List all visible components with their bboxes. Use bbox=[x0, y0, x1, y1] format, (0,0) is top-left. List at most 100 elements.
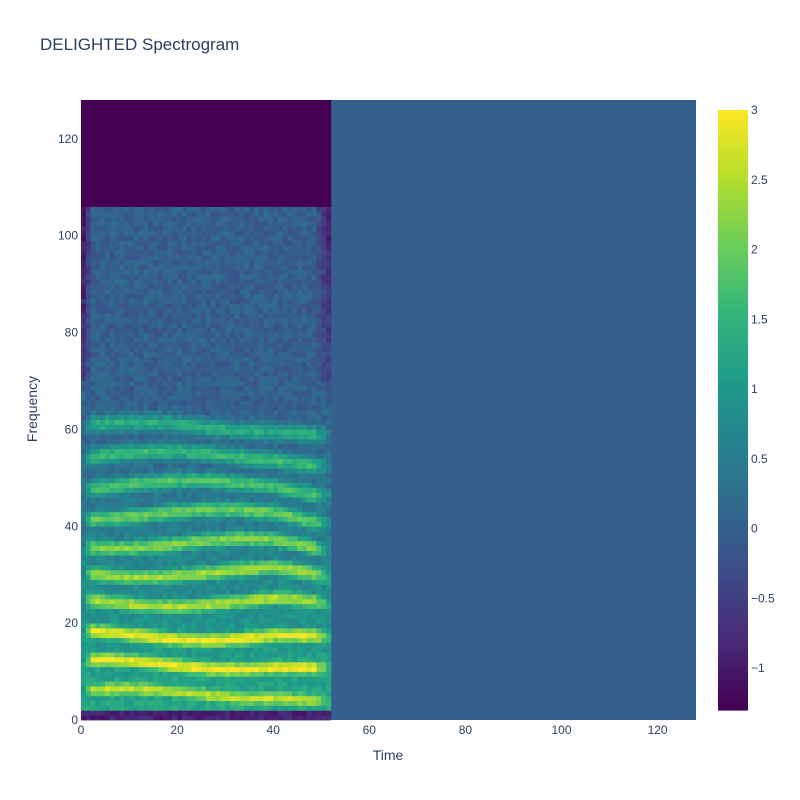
heatmap-cell bbox=[85, 216, 91, 222]
heatmap-cell bbox=[229, 700, 236, 706]
heatmap-cell bbox=[133, 555, 140, 561]
heatmap-cell bbox=[109, 153, 116, 159]
heatmap-cell bbox=[157, 133, 164, 140]
heatmap-cell bbox=[133, 690, 140, 697]
heatmap-cell bbox=[205, 487, 212, 493]
heatmap-cell bbox=[114, 104, 120, 111]
heatmap-cell bbox=[249, 216, 255, 222]
heatmap-cell bbox=[215, 158, 221, 164]
heatmap-cell bbox=[114, 560, 120, 566]
heatmap-cell bbox=[229, 279, 236, 285]
heatmap-cell bbox=[201, 618, 207, 624]
heatmap-cell bbox=[109, 308, 116, 314]
heatmap-cell bbox=[244, 182, 250, 188]
heatmap-cell bbox=[85, 608, 91, 614]
heatmap-cell bbox=[181, 240, 188, 246]
heatmap-cell bbox=[109, 695, 116, 702]
heatmap-cell bbox=[205, 182, 212, 188]
heatmap-cell bbox=[138, 657, 144, 663]
heatmap-cell bbox=[239, 347, 245, 353]
heatmap-cell bbox=[258, 322, 264, 329]
heatmap-cell bbox=[90, 148, 96, 154]
heatmap-cell bbox=[263, 424, 269, 430]
heatmap-cell bbox=[220, 124, 226, 130]
heatmap-cell bbox=[124, 497, 130, 503]
heatmap-cell bbox=[220, 434, 226, 440]
heatmap-cell bbox=[229, 245, 236, 251]
heatmap-cell bbox=[181, 351, 188, 358]
heatmap-cell bbox=[90, 453, 96, 459]
heatmap-cell bbox=[249, 443, 255, 450]
heatmap-cell bbox=[177, 361, 183, 367]
heatmap-cell bbox=[229, 153, 236, 159]
heatmap-cell bbox=[129, 463, 135, 469]
heatmap-cell bbox=[244, 676, 250, 682]
heatmap-cell bbox=[124, 690, 130, 697]
heatmap-cell bbox=[85, 565, 91, 571]
heatmap-cell bbox=[157, 613, 164, 619]
heatmap-cell bbox=[95, 129, 101, 135]
heatmap-cell bbox=[119, 424, 125, 430]
heatmap-cell bbox=[234, 710, 240, 716]
heatmap-cell bbox=[109, 565, 116, 571]
heatmap-cell bbox=[205, 351, 212, 358]
heatmap-cell bbox=[258, 293, 264, 299]
heatmap-cell bbox=[191, 453, 197, 459]
heatmap-cell bbox=[90, 201, 96, 207]
heatmap-cell bbox=[143, 347, 149, 353]
heatmap-cell bbox=[90, 594, 96, 600]
heatmap-cell bbox=[133, 453, 140, 459]
heatmap-cell bbox=[85, 424, 91, 430]
heatmap-cell bbox=[90, 695, 96, 702]
heatmap-cell bbox=[133, 240, 140, 246]
heatmap-cell bbox=[229, 308, 236, 314]
heatmap-cell bbox=[181, 109, 188, 115]
heatmap-cell bbox=[220, 531, 226, 537]
heatmap-cell bbox=[249, 506, 255, 513]
heatmap-cell bbox=[249, 351, 255, 358]
heatmap-cell bbox=[258, 434, 264, 440]
heatmap-cell bbox=[138, 502, 144, 508]
heatmap-cell bbox=[100, 206, 106, 212]
heatmap-cell bbox=[167, 598, 173, 605]
heatmap-cell bbox=[225, 182, 231, 188]
heatmap-cell bbox=[85, 313, 91, 319]
heatmap-cell bbox=[191, 167, 197, 174]
heatmap-cell bbox=[225, 453, 231, 459]
heatmap-cell bbox=[177, 448, 183, 454]
heatmap-cell bbox=[100, 177, 106, 183]
heatmap-cell bbox=[167, 201, 173, 207]
heatmap-cell bbox=[181, 405, 188, 411]
heatmap-cell bbox=[181, 172, 188, 178]
heatmap-cell bbox=[220, 158, 226, 164]
heatmap-cell bbox=[249, 598, 255, 605]
heatmap-cell bbox=[205, 710, 212, 716]
heatmap-cell bbox=[220, 342, 226, 348]
heatmap-cell bbox=[100, 618, 106, 624]
heatmap-cell bbox=[177, 216, 183, 222]
heatmap-cell bbox=[119, 100, 125, 106]
heatmap-cell bbox=[205, 264, 212, 270]
heatmap-cell bbox=[114, 395, 120, 401]
heatmap-cell bbox=[85, 405, 91, 411]
heatmap-cell bbox=[186, 661, 192, 668]
heatmap-cell bbox=[191, 405, 197, 411]
heatmap-cell bbox=[105, 385, 111, 392]
heatmap-cell bbox=[210, 211, 216, 217]
heatmap-cell bbox=[81, 269, 87, 275]
heatmap-cell bbox=[95, 322, 101, 329]
heatmap-cell bbox=[244, 695, 250, 702]
heatmap-cell bbox=[234, 279, 240, 285]
heatmap-cell bbox=[124, 657, 130, 663]
heatmap-cell bbox=[162, 429, 168, 435]
heatmap-cell bbox=[157, 351, 164, 358]
heatmap-cell bbox=[90, 347, 96, 353]
heatmap-cell bbox=[239, 361, 245, 367]
heatmap-cell bbox=[114, 555, 120, 561]
heatmap-cell bbox=[85, 502, 91, 508]
heatmap-cell bbox=[253, 395, 260, 401]
heatmap-cell bbox=[225, 327, 231, 333]
heatmap-cell bbox=[239, 545, 245, 551]
heatmap-cell bbox=[191, 400, 197, 406]
heatmap-cell bbox=[153, 414, 159, 421]
